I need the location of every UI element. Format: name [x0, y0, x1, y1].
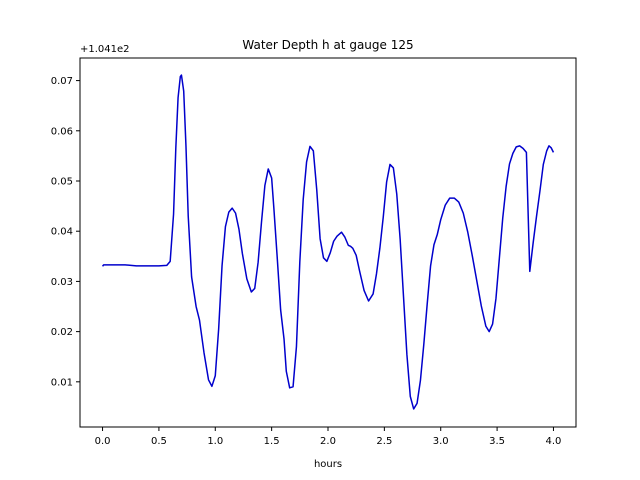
x-tick-label: 1.0 — [207, 436, 223, 447]
x-tick-label: 1.5 — [264, 436, 280, 447]
plot-area — [79, 57, 577, 428]
y-tick-label: 0.07 — [51, 76, 73, 87]
series-line-0 — [101, 74, 555, 410]
x-tick-label: 2.0 — [320, 436, 336, 447]
x-tick-label: 3.5 — [489, 436, 505, 447]
y-offset-label: +1.041e2 — [80, 44, 130, 55]
x-tick-label: 2.5 — [376, 436, 392, 447]
y-tick-label: 0.04 — [51, 227, 73, 238]
x-axis-label: hours — [314, 459, 342, 470]
x-axis: 0.0 0.5 1.0 1.5 2.0 2.5 3.0 3.5 4.0 — [95, 427, 562, 447]
x-tick-label: 3.0 — [433, 436, 449, 447]
chart-title: Water Depth h at gauge 125 — [242, 38, 413, 52]
x-tick-label: 0.0 — [95, 436, 111, 447]
x-tick-label: 0.5 — [151, 436, 167, 447]
y-tick-label: 0.03 — [51, 277, 73, 288]
y-tick-label: 0.05 — [51, 177, 73, 188]
y-tick-label: 0.06 — [51, 126, 73, 137]
plot-background — [80, 58, 576, 427]
y-axis: 0.01 0.02 0.03 0.04 0.05 0.06 0.07 — [51, 76, 80, 388]
y-tick-label: 0.02 — [51, 327, 73, 338]
x-tick-label: 4.0 — [546, 436, 562, 447]
y-tick-label: 0.01 — [51, 377, 73, 388]
